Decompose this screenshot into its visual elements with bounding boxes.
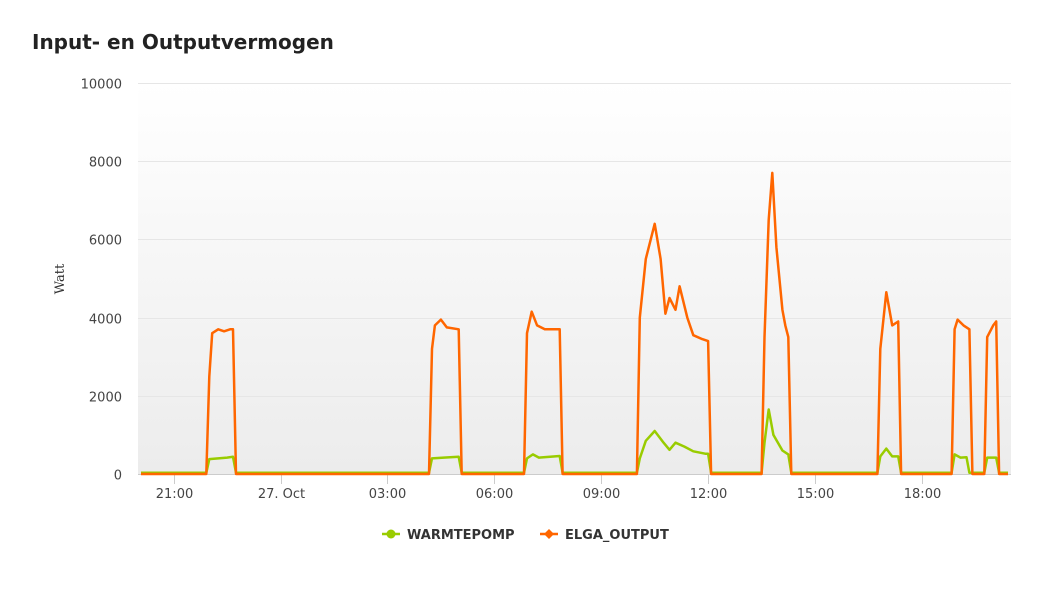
y-tick-label: 0 [114,469,122,484]
y-tick-label: 6000 [89,234,122,249]
y-tick-label: 10000 [81,78,122,93]
x-tick-label: 06:00 [476,487,513,502]
legend-marker-diamond [544,529,554,539]
x-tick-label: 09:00 [583,487,620,502]
legend-marker-circle [386,529,396,539]
plot-background [138,83,1011,474]
x-axis-ticks: 21:00 27. Oct 03:00 06:00 09:00 12:00 15:00 18:… [156,474,941,502]
x-tick-label: 15:00 [797,487,834,502]
legend-item-elga_output[interactable]: ELGA_OUTPUT [540,528,669,543]
hamburger-menu-icon[interactable] [984,88,1010,110]
y-axis-title: Watt [53,263,68,294]
legend-label: WARMTEPOMP [407,528,515,543]
y-tick-label: 2000 [89,391,122,406]
grid-lines [138,83,1011,397]
y-tick-label: 4000 [89,313,122,328]
y-axis-ticks: 0 2000 4000 6000 8000 10000 [81,78,122,484]
series-line-warmtepomp [141,408,1008,475]
chart-title: Input- en Outputvermogen [32,30,334,54]
x-tick-label: 27. Oct [258,487,305,502]
x-tick-label: 03:00 [369,487,406,502]
y-tick-label: 8000 [89,156,122,171]
series-line-elga_output [141,171,1008,476]
legend: WARMTEPOMP ELGA_OUTPUT [382,528,669,543]
series-lines [141,171,1008,476]
legend-item-warmtepomp[interactable]: WARMTEPOMP [382,528,515,543]
legend-label: ELGA_OUTPUT [565,528,669,543]
x-tick-label: 12:00 [690,487,727,502]
x-tick-label: 18:00 [904,487,941,502]
x-tick-label: 21:00 [156,487,193,502]
